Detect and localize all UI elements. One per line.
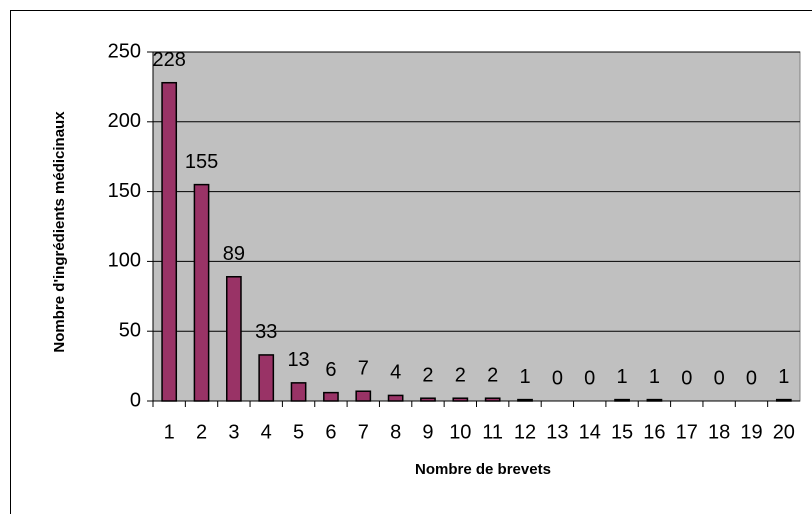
x-tick-label: 13 [546,421,568,443]
x-tick-label: 5 [293,421,304,443]
data-label: 89 [223,243,245,265]
y-tick-label: 50 [119,319,141,341]
data-label: 2 [422,364,433,386]
data-label: 13 [287,349,309,371]
data-label: 0 [746,367,757,389]
y-tick-label: 250 [108,40,141,62]
x-tick-label: 4 [261,421,272,443]
bar [193,183,210,402]
bar [387,394,404,402]
data-label: 1 [519,366,530,388]
data-label: 4 [390,362,401,384]
x-tick-label: 8 [390,421,401,443]
data-label: 7 [358,358,369,380]
x-tick-label: 18 [708,421,730,443]
data-label: 2 [487,364,498,386]
data-label: 0 [681,367,692,389]
data-label: 1 [649,366,660,388]
y-tick-label: 150 [108,180,141,202]
data-label: 0 [552,367,563,389]
data-label: 6 [325,359,336,381]
bar [226,276,242,402]
bar [290,382,307,402]
x-tick-label: 6 [325,421,336,443]
y-tick-label: 0 [130,389,141,411]
data-label: 1 [778,366,789,388]
x-tick-label: 1 [164,421,175,443]
plot-area [152,51,801,402]
x-tick-label: 12 [514,421,536,443]
x-tick-label: 14 [579,421,601,443]
bar [258,354,275,402]
bar [355,390,372,402]
x-tick-label: 11 [482,421,503,443]
x-axis-title: Nombre de brevets [415,461,551,478]
data-label: 2 [455,364,466,386]
x-tick-label: 9 [422,421,433,443]
x-tick-label: 10 [449,421,471,443]
data-label: 1 [617,366,628,388]
y-tick-label: 200 [108,110,141,132]
data-label: 155 [185,151,218,173]
x-tick-label: 2 [196,421,207,443]
y-tick-label: 100 [108,250,141,272]
bar [323,391,339,402]
data-label: 33 [255,321,277,343]
x-tick-label: 20 [773,421,795,443]
x-tick-label: 16 [643,421,665,443]
bar [161,81,178,402]
x-tick-label: 3 [228,421,239,443]
data-label: 0 [584,367,595,389]
data-label: 0 [714,367,725,389]
data-label: 228 [152,49,185,71]
y-axis-title: Nombre d'ingrédients médicinaux [51,111,68,353]
x-tick-label: 19 [740,421,762,443]
x-tick-label: 15 [611,421,633,443]
x-tick-label: 7 [358,421,369,443]
x-tick-label: 17 [676,421,698,443]
